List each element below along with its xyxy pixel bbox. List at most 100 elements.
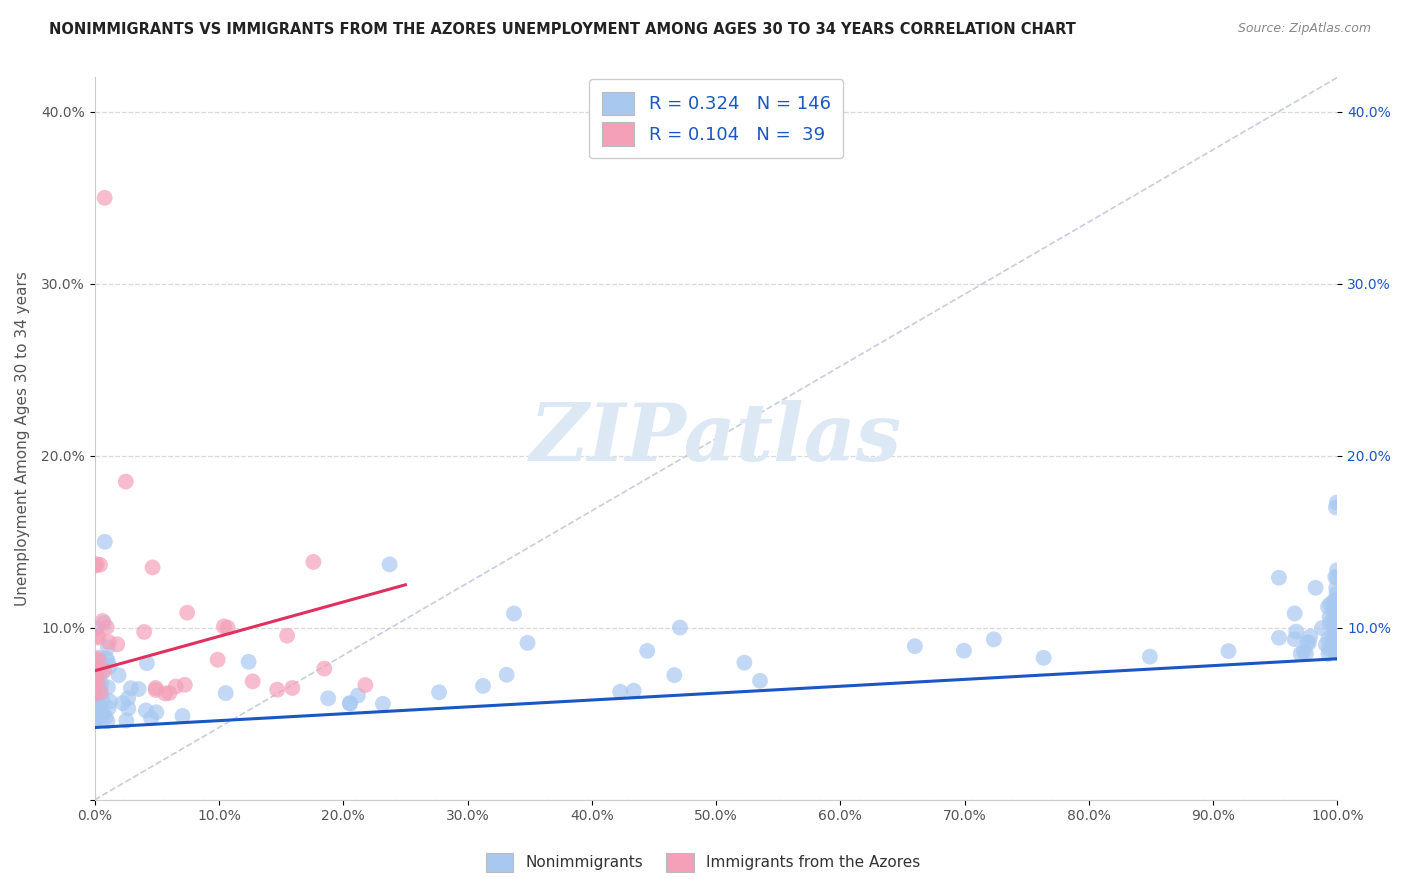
Point [117,691,139,706]
Point [1323,609,1346,624]
Point [1324,500,1347,515]
Point [90,710,112,724]
Point [139,711,162,725]
Point [1319,597,1341,611]
Legend: R = 0.324   N = 146, R = 0.104   N =  39: R = 0.324 N = 146, R = 0.104 N = 39 [589,79,844,158]
Point [623,683,645,698]
Point [87,650,110,665]
Point [135,703,157,717]
Point [117,701,139,715]
Point [86,557,108,571]
Point [1326,638,1348,652]
Point [1326,621,1348,635]
Point [83,674,105,689]
Point [83,693,105,707]
Point [636,644,658,658]
Point [120,681,142,696]
Point [669,621,692,635]
Point [1323,638,1346,652]
Point [1326,646,1348,660]
Point [83,690,105,705]
Point [1268,571,1291,585]
Point [93,615,115,630]
Point [609,685,631,699]
Point [84,704,107,718]
Point [90,687,112,701]
Point [354,678,377,692]
Point [86,667,108,681]
Point [749,673,772,688]
Point [83,710,105,724]
Point [87,676,110,690]
Point [371,697,394,711]
Point [84,713,107,727]
Text: ZIPatlas: ZIPatlas [530,400,903,477]
Point [1322,632,1344,646]
Point [97,701,120,715]
Point [1285,624,1308,639]
Point [1323,599,1346,613]
Point [1326,630,1348,644]
Point [1324,631,1347,645]
Point [90,685,112,699]
Point [1284,632,1306,647]
Point [238,655,260,669]
Point [89,674,111,689]
Point [157,686,180,700]
Point [1326,633,1348,648]
Point [1299,630,1322,644]
Point [90,707,112,722]
Point [1326,636,1348,650]
Point [347,689,370,703]
Point [105,637,128,651]
Point [427,685,450,699]
Point [1324,616,1347,631]
Point [84,697,107,711]
Point [1317,632,1340,646]
Point [1310,621,1333,635]
Point [87,700,110,714]
Point [97,640,120,655]
Point [1289,647,1312,661]
Point [83,697,105,711]
Point [266,682,288,697]
Point [215,686,238,700]
Point [145,706,167,720]
Point [141,560,163,574]
Point [302,555,325,569]
Legend: Nonimmigrants, Immigrants from the Azores: Nonimmigrants, Immigrants from the Azore… [478,845,928,880]
Point [134,624,156,639]
Point [212,619,235,633]
Point [1296,635,1319,649]
Point [276,629,298,643]
Point [97,635,120,649]
Point [145,683,167,698]
Point [83,713,105,727]
Point [84,713,107,727]
Point [314,662,336,676]
Point [83,714,105,728]
Point [1324,640,1347,655]
Point [98,659,121,673]
Point [733,656,755,670]
Point [1324,570,1347,584]
Point [904,639,927,653]
Point [97,654,120,668]
Point [1298,635,1320,649]
Point [1326,593,1348,607]
Point [173,678,195,692]
Point [1323,615,1346,630]
Point [1324,635,1347,649]
Point [1326,630,1348,644]
Point [1326,638,1348,652]
Point [1326,632,1348,646]
Point [1317,599,1340,614]
Point [1324,621,1347,635]
Point [111,696,134,710]
Point [87,662,110,676]
Point [165,680,187,694]
Point [495,667,517,681]
Point [87,631,110,645]
Point [1326,571,1348,585]
Point [83,667,105,681]
